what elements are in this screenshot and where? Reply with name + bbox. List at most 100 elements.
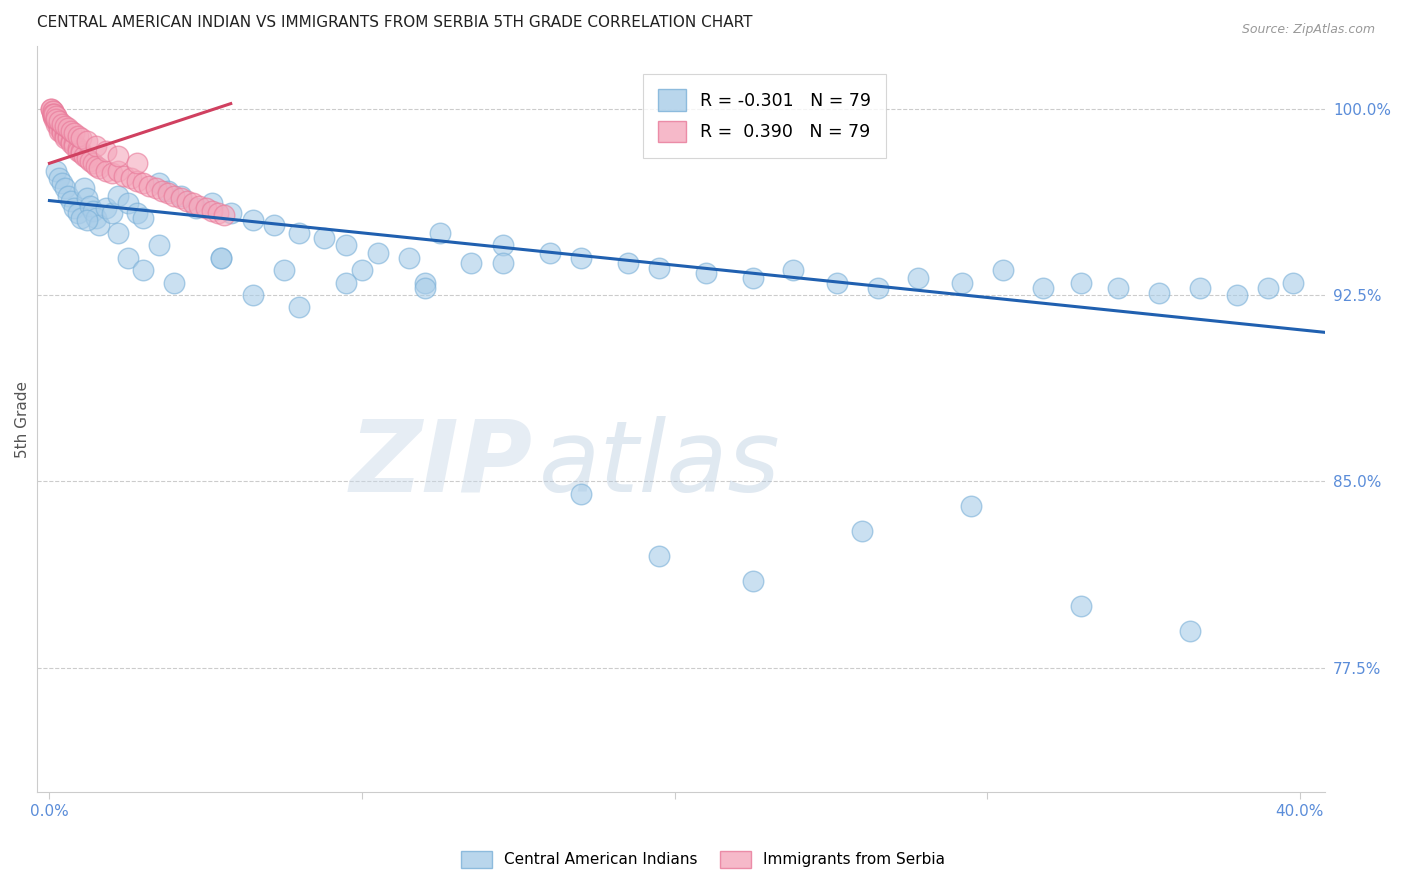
Point — [94, 163, 117, 178]
Point — [76, 134, 98, 148]
Point — [209, 251, 232, 265]
Point — [117, 196, 139, 211]
Point — [41, 109, 63, 123]
Point — [58, 128, 80, 143]
Point — [66, 128, 89, 143]
Point — [107, 226, 129, 240]
Text: ZIP: ZIP — [350, 416, 533, 513]
Point — [53, 181, 76, 195]
Point — [45, 114, 67, 128]
Point — [866, 280, 889, 294]
Point — [194, 201, 217, 215]
Point — [63, 201, 86, 215]
Point — [48, 114, 70, 128]
Point — [63, 139, 86, 153]
Point — [107, 188, 129, 202]
Point — [1282, 276, 1305, 290]
Point — [1107, 280, 1129, 294]
Point — [89, 219, 111, 233]
Point — [335, 238, 357, 252]
Point — [125, 206, 148, 220]
Point — [66, 206, 89, 220]
Point — [148, 176, 170, 190]
Point — [86, 139, 108, 153]
Point — [46, 114, 69, 128]
Point — [273, 263, 295, 277]
Point — [263, 219, 285, 233]
Point — [157, 184, 180, 198]
Point — [1070, 599, 1092, 613]
Point — [907, 270, 929, 285]
Point — [569, 251, 592, 265]
Point — [86, 211, 108, 225]
Point — [138, 178, 160, 193]
Point — [288, 226, 311, 240]
Point — [66, 141, 89, 155]
Y-axis label: 5th Grade: 5th Grade — [15, 381, 30, 458]
Point — [63, 127, 86, 141]
Point — [1070, 276, 1092, 290]
Point — [350, 263, 373, 277]
Point — [58, 131, 80, 145]
Point — [48, 171, 70, 186]
Point — [39, 102, 62, 116]
Point — [207, 206, 229, 220]
Point — [48, 116, 70, 130]
Point — [51, 176, 73, 190]
Point — [492, 256, 515, 270]
Point — [69, 131, 91, 145]
Point — [950, 276, 973, 290]
Point — [163, 276, 186, 290]
Point — [145, 181, 167, 195]
Point — [69, 144, 91, 158]
Point — [44, 112, 66, 126]
Point — [201, 196, 224, 211]
Point — [94, 144, 117, 158]
Point — [66, 144, 89, 158]
Point — [48, 124, 70, 138]
Point — [125, 156, 148, 170]
Point — [150, 184, 173, 198]
Point — [616, 256, 638, 270]
Point — [101, 206, 124, 220]
Point — [107, 149, 129, 163]
Point — [851, 524, 873, 539]
Point — [79, 153, 101, 168]
Point — [89, 161, 111, 176]
Point — [367, 245, 389, 260]
Point — [398, 251, 420, 265]
Point — [1226, 288, 1249, 302]
Point — [181, 196, 204, 211]
Point — [60, 124, 83, 138]
Point — [48, 121, 70, 136]
Point — [94, 201, 117, 215]
Point — [58, 121, 80, 136]
Point — [44, 106, 66, 120]
Point — [1032, 280, 1054, 294]
Point — [960, 500, 983, 514]
Point — [76, 151, 98, 165]
Point — [132, 211, 155, 225]
Point — [53, 128, 76, 143]
Point — [460, 256, 482, 270]
Point — [41, 109, 63, 123]
Point — [125, 174, 148, 188]
Legend: R = -0.301   N = 79, R =  0.390   N = 79: R = -0.301 N = 79, R = 0.390 N = 79 — [643, 74, 886, 158]
Point — [335, 276, 357, 290]
Point — [288, 301, 311, 315]
Point — [242, 213, 264, 227]
Point — [132, 263, 155, 277]
Point — [41, 106, 63, 120]
Point — [53, 127, 76, 141]
Point — [45, 109, 67, 123]
Point — [148, 238, 170, 252]
Point — [741, 574, 763, 588]
Point — [45, 163, 67, 178]
Point — [41, 104, 63, 119]
Point — [60, 194, 83, 208]
Point — [825, 276, 848, 290]
Point — [186, 201, 208, 215]
Point — [569, 487, 592, 501]
Point — [314, 231, 336, 245]
Point — [63, 136, 86, 151]
